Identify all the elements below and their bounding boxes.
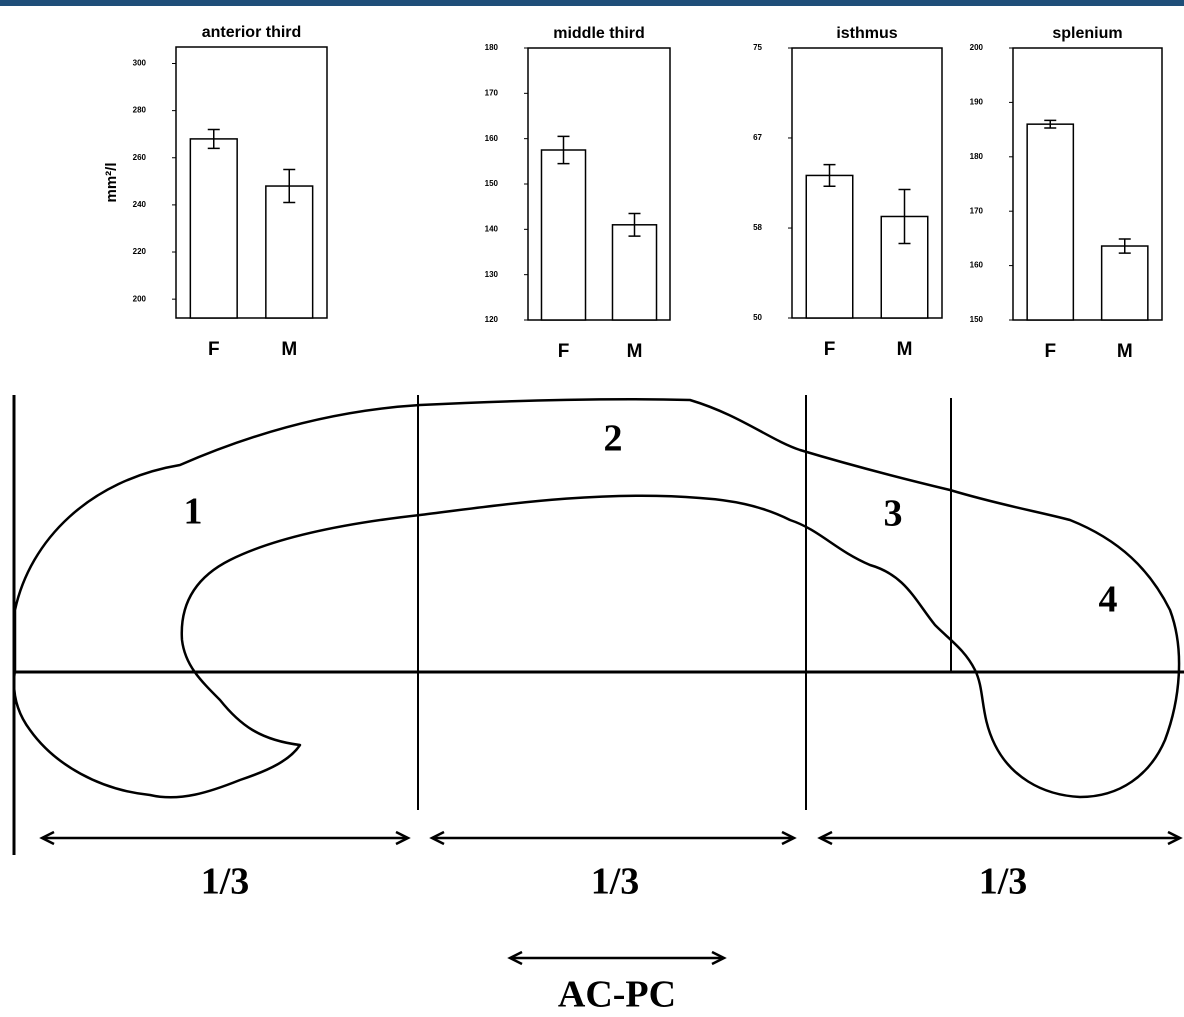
region-label: 3: [884, 493, 903, 535]
diagram: [12, 395, 1184, 966]
bar-chart: anterior third mm²/l 200 220 240 260 280 300 F M: [103, 24, 328, 360]
bar: [1100, 245, 1149, 321]
error-bar: [898, 188, 911, 245]
error-bar: [207, 128, 220, 150]
reference-label: AC-PC: [558, 974, 676, 1016]
bar: [540, 149, 587, 321]
y-tick-label: 200: [133, 294, 147, 303]
plot-frame: [791, 47, 943, 319]
region-label: 1: [184, 491, 203, 533]
x-tick-label: F: [208, 339, 220, 360]
x-tick-label: M: [281, 339, 297, 360]
chart-title: anterior third: [202, 24, 302, 41]
chart-title: splenium: [1052, 25, 1122, 42]
bar: [265, 185, 314, 319]
y-tick-label: 67: [753, 133, 762, 142]
y-tick-label: 120: [485, 315, 499, 324]
segment-label: 1/3: [201, 861, 250, 903]
y-tick-label: 150: [970, 315, 984, 324]
y-tick-label: 170: [485, 88, 499, 97]
y-tick-label: 170: [970, 206, 984, 215]
top-bar: [0, 0, 1184, 6]
error-bar: [1044, 119, 1057, 129]
y-tick-label: 75: [753, 43, 762, 52]
y-tick-label: 160: [970, 261, 984, 270]
bar-chart: splenium 150 160 170 180 190 200 F M: [970, 25, 1163, 362]
y-tick-label: 220: [133, 247, 147, 256]
chart-title: isthmus: [836, 25, 897, 42]
bar-chart: middle third 120 130 140 150 160 170 180 F M: [485, 25, 671, 362]
y-tick-label: 180: [970, 152, 984, 161]
x-tick-label: M: [627, 341, 643, 362]
x-tick-label: F: [558, 341, 570, 362]
error-bar: [283, 168, 296, 204]
segment-label: 1/3: [591, 861, 640, 903]
y-tick-label: 140: [485, 224, 499, 233]
y-tick-label: 50: [753, 313, 762, 322]
error-bar: [557, 135, 570, 165]
x-tick-label: F: [824, 339, 836, 360]
y-tick-label: 130: [485, 270, 499, 279]
segment-label: 1/3: [979, 861, 1028, 903]
plot-frame: [1012, 47, 1163, 321]
y-tick-label: 260: [133, 153, 147, 162]
bar: [805, 174, 854, 319]
bar: [611, 224, 658, 321]
y-tick-label: 300: [133, 59, 147, 68]
y-tick-label: 240: [133, 200, 147, 209]
y-tick-label: 150: [485, 179, 499, 188]
bar: [1026, 123, 1075, 321]
bar-chart: isthmus 50 58 67 75 F M: [753, 25, 943, 360]
y-tick-label: 160: [485, 134, 499, 143]
callosum-outline: [12, 397, 1181, 799]
error-bar: [823, 163, 836, 187]
y-tick-label: 58: [753, 223, 762, 232]
x-tick-label: M: [1117, 341, 1133, 362]
region-label: 2: [604, 418, 623, 460]
x-tick-label: F: [1044, 341, 1056, 362]
x-tick-label: M: [897, 339, 913, 360]
chart-title: middle third: [553, 25, 645, 42]
arrows: [39, 830, 1183, 966]
y-tick-label: 200: [970, 43, 984, 52]
y-tick-label: 280: [133, 106, 147, 115]
y-tick-label: 180: [485, 43, 499, 52]
region-label: 4: [1099, 579, 1118, 621]
plot-frame: [175, 46, 328, 319]
bar: [189, 138, 238, 319]
error-bar: [628, 212, 641, 237]
plot-frame: [527, 47, 671, 321]
y-tick-label: 190: [970, 98, 984, 107]
bar: [880, 215, 929, 319]
y-axis-label: mm²/l: [103, 162, 120, 202]
error-bar: [1118, 238, 1131, 254]
